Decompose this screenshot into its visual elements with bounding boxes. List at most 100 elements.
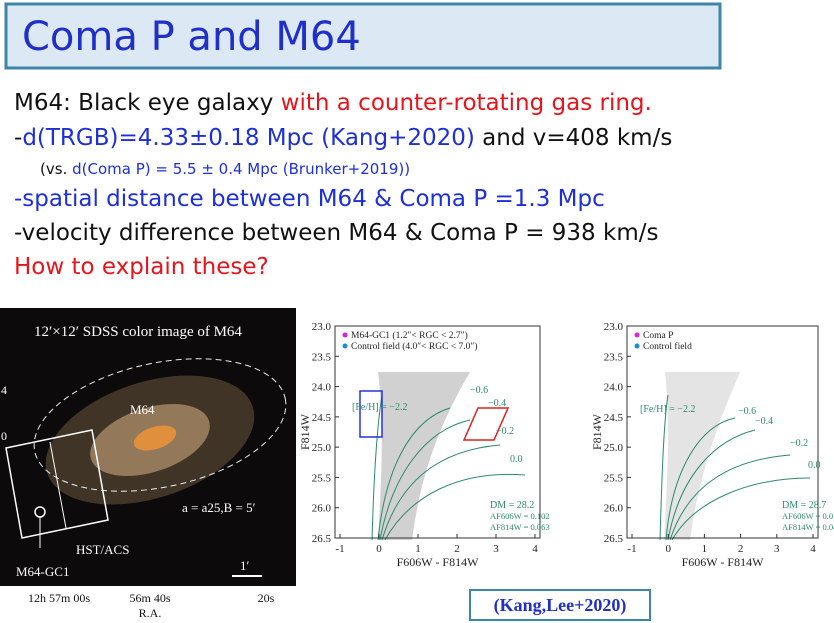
isochrone-label: 0.0 [510, 454, 523, 465]
text-segment: How to explain these? [14, 254, 269, 280]
isochrone [659, 394, 669, 541]
x-tick-label: 3 [774, 543, 780, 555]
galaxy-core [133, 425, 177, 451]
isochrone [377, 407, 451, 541]
x-tick-label: 0 [665, 543, 671, 555]
text-line: -spatial distance between M64 & Coma P =… [14, 186, 605, 212]
y-tick-label: 26.0 [604, 503, 624, 515]
galaxy-label: M64 [130, 402, 155, 417]
fit-note: AF606W = 0.077 [782, 511, 834, 521]
text-segment: and v=408 km/s [475, 125, 672, 151]
ra-tick-label: 56m 40s [129, 591, 170, 605]
ra-tick-label: 12h 57m 00s [28, 591, 90, 605]
x-tick-label: 2 [454, 543, 460, 555]
radius-ellipse [33, 358, 287, 492]
y-axis-label: F814W [590, 413, 604, 450]
x-axis-label: F606W - F814W [397, 555, 479, 569]
x-tick-label: 4 [532, 543, 538, 555]
x-tick-label: -1 [335, 543, 344, 555]
legend-dot [342, 332, 348, 338]
cmd-panel [320, 310, 540, 585]
scale-label: 1′ [240, 558, 250, 573]
y-tick-label: 24.0 [604, 382, 624, 394]
acs-field [5, 429, 109, 539]
y-tick-label: 24.0 [312, 382, 332, 394]
text-line: M64: Black eye galaxy with a counter-rot… [14, 90, 652, 116]
ra-tick-label: 20s [258, 591, 275, 605]
y-tick-label: 26.5 [312, 533, 332, 545]
y-tick-label: 24.5 [312, 412, 332, 424]
text-line: (vs. d(Coma P) = 5.5 ± 0.4 Mpc (Brunker+… [40, 160, 410, 178]
text-segment: d(Coma P) = 5.5 ± 0.4 Mpc (Brunker+2019)… [72, 160, 410, 178]
fit-note: AF814W = 0.063 [490, 522, 550, 532]
isochrone-label: −0.4 [755, 416, 773, 427]
slide-title: Coma P and M64 [22, 14, 361, 60]
isochrone-label: −0.6 [470, 385, 488, 396]
acs-gap [49, 441, 67, 529]
legend-label: M64-GC1 (1.2″< RGC < 2.7″) [351, 330, 468, 341]
isochrone-label: −0.6 [738, 406, 756, 417]
isochrone-label: 0.0 [808, 460, 821, 471]
legend-label: Control field (4.0″< RGC < 7.0″) [351, 341, 478, 352]
x-tick-label: 0 [376, 543, 382, 555]
fit-note: DM = 28.2 [490, 500, 534, 511]
dec-tick-label: 4 [1, 383, 7, 397]
y-tick-label: 23.0 [604, 321, 624, 333]
plot-frame [626, 325, 819, 539]
y-tick-label: 26.0 [312, 503, 332, 515]
isochrone [671, 477, 811, 541]
cluster-label: M64-GC1 [16, 564, 69, 579]
x-tick-label: 2 [738, 543, 744, 555]
legend-label: Coma P [643, 331, 673, 341]
aperture-label: HST/ACS [76, 542, 129, 557]
x-tick-label: 1 [415, 543, 421, 555]
legend-dot [342, 343, 348, 349]
plot-frame [334, 325, 541, 539]
text-segment: - [14, 125, 22, 151]
y-tick-label: 23.0 [312, 321, 332, 333]
y-tick-label: 23.5 [312, 351, 332, 363]
y-axis-label: F814W [298, 413, 312, 450]
text-segment: -spatial distance between M64 & Coma P =… [14, 186, 605, 212]
citation-box [469, 589, 651, 621]
isochrone [665, 417, 736, 541]
isochrone [379, 419, 471, 541]
selection-box [462, 407, 510, 441]
text-segment: M64: Black eye galaxy [14, 90, 281, 116]
x-tick-label: -1 [627, 543, 636, 555]
title-box [4, 2, 722, 70]
legend-dot [634, 343, 640, 349]
legend-dot [634, 332, 640, 338]
dec-tick-label: 0 [1, 429, 7, 443]
text-segment: d(TRGB)=4.33±0.18 Mpc (Kang+2020) [22, 125, 475, 151]
y-tick-label: 23.5 [604, 351, 624, 363]
x-axis-label: F606W - F814W [682, 555, 764, 569]
y-tick-label: 25.5 [604, 472, 624, 484]
text-segment: with a counter-rotating gas ring. [281, 90, 652, 116]
field-cloud [664, 372, 740, 540]
text-segment: (vs. [40, 160, 72, 178]
citation: (Kang,Lee+2020) [494, 595, 627, 616]
legend-label: Control field [643, 341, 692, 352]
isochrone [381, 444, 501, 541]
text-line: -d(TRGB)=4.33±0.18 Mpc (Kang+2020) and v… [14, 125, 672, 151]
selection-box [359, 390, 383, 438]
x-tick-label: 3 [493, 543, 499, 555]
image-caption: 12′×12′ SDSS color image of M64 [34, 324, 242, 340]
isochrone [384, 473, 526, 541]
fit-note: AF606W = 0.102 [490, 511, 550, 521]
isochrone-label: [Fe/H] = −2.2 [640, 404, 695, 415]
isochrone [371, 394, 383, 541]
isochrone-label: −0.4 [488, 398, 506, 409]
isochrone [667, 429, 756, 541]
y-tick-label: 24.5 [604, 412, 624, 424]
y-tick-label: 26.5 [604, 533, 624, 545]
text-segment: -velocity difference between M64 & Coma … [14, 220, 658, 246]
text-line: How to explain these? [14, 254, 269, 280]
x-tick-label: 1 [702, 543, 708, 555]
isochrone-label: [Fe/H] = −2.2 [352, 402, 407, 413]
isochrone-label: −0.2 [790, 438, 808, 449]
y-tick-label: 25.0 [312, 442, 332, 454]
fit-note: AF814W = 0.048 [782, 522, 834, 532]
